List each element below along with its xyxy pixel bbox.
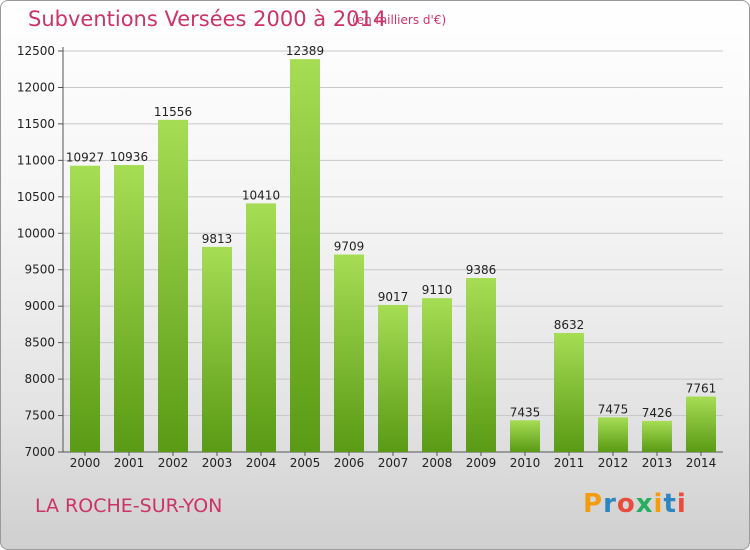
y-tick-label: 12000	[17, 80, 55, 94]
bars	[70, 59, 716, 453]
y-tick-label: 10000	[17, 226, 55, 240]
brand-letter: P	[583, 489, 604, 519]
brand-letter: i	[676, 489, 687, 519]
y-tick-label: 9500	[24, 263, 55, 277]
y-tick-label: 9000	[24, 299, 55, 313]
value-label-2007: 9017	[378, 290, 409, 304]
x-tick-label-2008: 2008	[422, 456, 453, 470]
bar-2012	[598, 417, 628, 452]
labels: 7000 7500 8000 8500 9000 9500 10000 10500 11000 1…	[17, 44, 716, 470]
x-tick-label-2001: 2001	[114, 456, 145, 470]
x-tick-label-2007: 2007	[378, 456, 409, 470]
y-tick-label: 12500	[17, 44, 55, 58]
x-tick-label-2003: 2003	[202, 456, 233, 470]
bar-2008	[422, 298, 452, 452]
bar-2003	[202, 246, 232, 452]
city-name: LA ROCHE-SUR-YON	[35, 495, 223, 517]
value-label-2012: 7475	[598, 402, 629, 416]
y-tick-label: 8500	[24, 336, 55, 350]
y-tick-label: 11500	[17, 117, 55, 131]
value-label-2001: 10936	[110, 150, 148, 164]
value-label-2013: 7426	[642, 406, 673, 420]
value-label-2008: 9110	[422, 283, 453, 297]
x-tick-label-2014: 2014	[686, 456, 717, 470]
x-tick-label-2013: 2013	[642, 456, 673, 470]
y-tick-label: 7500	[24, 409, 55, 423]
bar-2009	[466, 278, 496, 452]
value-label-2000: 10927	[66, 151, 104, 165]
x-tick-label-2009: 2009	[466, 456, 497, 470]
y-tick-label: 10500	[17, 190, 55, 204]
value-label-2003: 9813	[202, 232, 233, 246]
value-label-2006: 9709	[334, 239, 365, 253]
bar-2011	[554, 333, 584, 452]
y-tick-label: 7000	[24, 445, 55, 459]
value-label-2014: 7761	[686, 382, 717, 396]
x-tick-label-2005: 2005	[290, 456, 321, 470]
bar-2013	[642, 420, 672, 452]
x-tick-label-2004: 2004	[246, 456, 277, 470]
x-tick-label-2011: 2011	[554, 456, 585, 470]
value-label-2002: 11556	[154, 105, 192, 119]
unit-note: (en milliers d'€)	[352, 13, 447, 27]
bar-2005	[290, 59, 320, 453]
brand-letter: r	[603, 489, 617, 519]
brand-letter: t	[663, 489, 677, 519]
bar-2010	[510, 420, 540, 452]
brand-logo: Proxiti	[583, 489, 687, 519]
value-label-2004: 10410	[242, 188, 280, 202]
bar-2006	[334, 254, 364, 452]
bar-2014	[686, 396, 716, 452]
bar-2002	[158, 119, 188, 453]
bar-2000	[70, 165, 100, 452]
y-tick-label: 11000	[17, 153, 55, 167]
value-label-2011: 8632	[554, 318, 585, 332]
x-tick-label-2012: 2012	[598, 456, 629, 470]
value-label-2010: 7435	[510, 405, 541, 419]
x-tick-label-2000: 2000	[70, 456, 101, 470]
brand-letter: o	[616, 489, 636, 519]
brand-letter: x	[635, 489, 654, 519]
bar-2007	[378, 304, 408, 452]
brand-letter: i	[653, 489, 664, 519]
x-tick-label-2006: 2006	[334, 456, 365, 470]
x-tick-label-2002: 2002	[158, 456, 189, 470]
y-tick-label: 8000	[24, 372, 55, 386]
x-tick-label-2010: 2010	[510, 456, 541, 470]
value-label-2005: 12389	[286, 44, 324, 58]
chart-title: Subventions Versées 2000 à 2014	[28, 7, 387, 31]
bar-2001	[114, 165, 144, 452]
value-label-2009: 9386	[466, 263, 497, 277]
bar-2004	[246, 203, 276, 452]
